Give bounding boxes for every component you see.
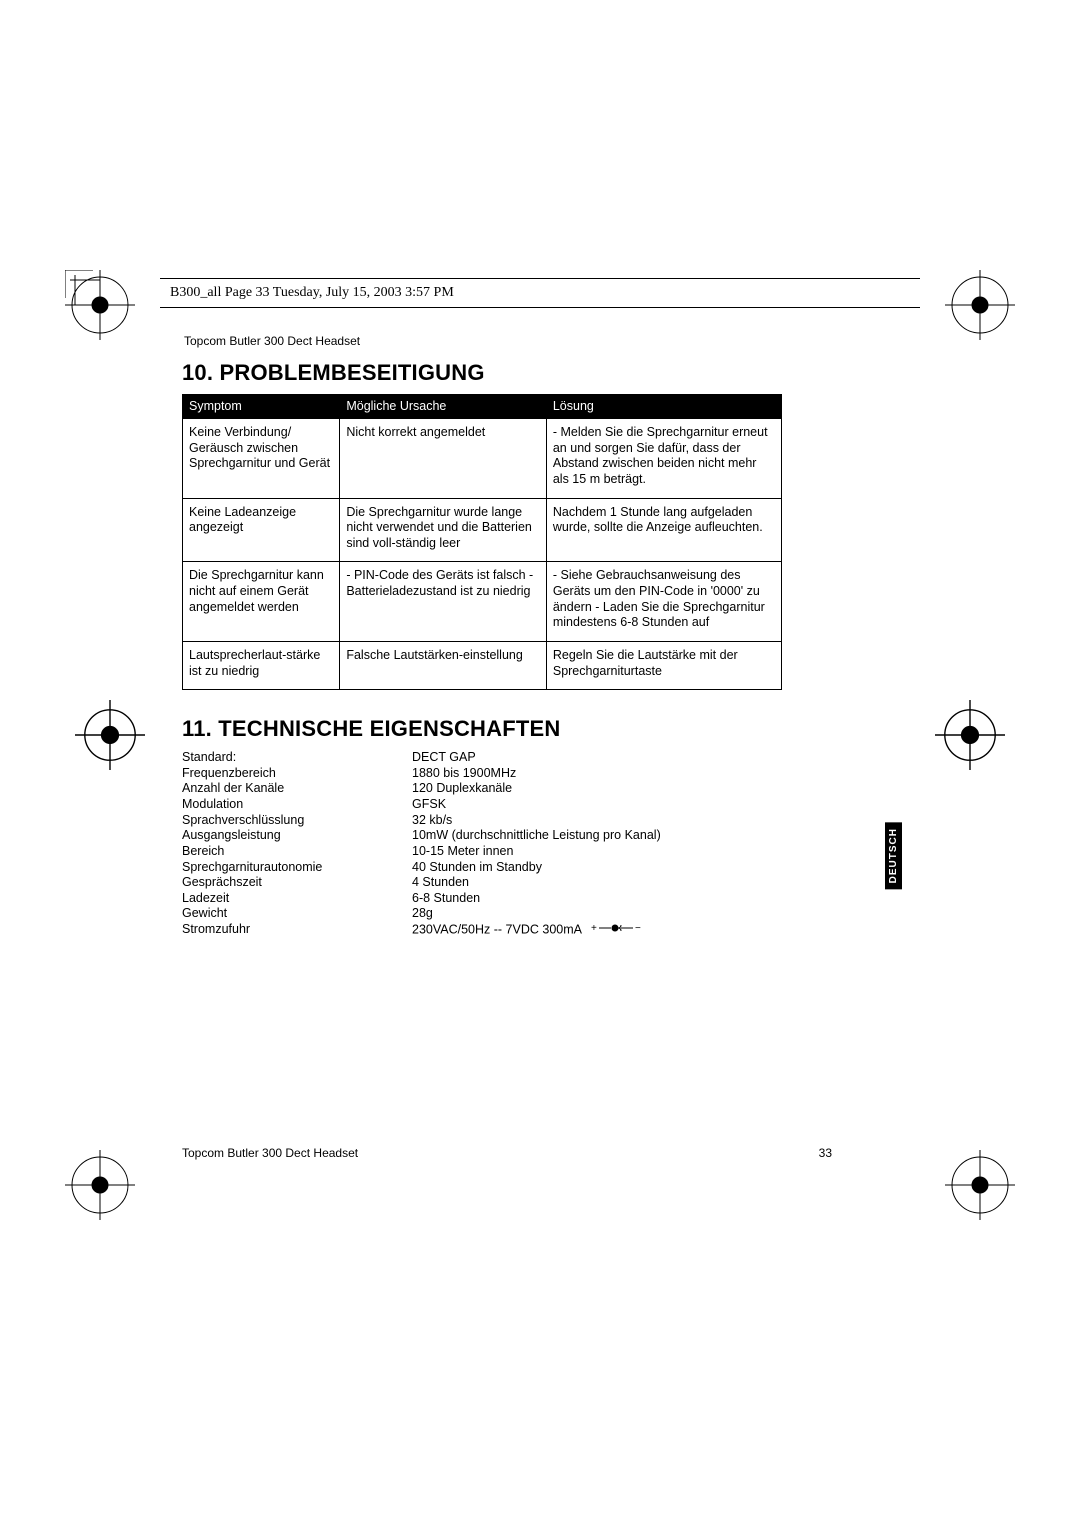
spec-row: Standard:DECT GAP (182, 750, 862, 766)
polarity-icon: + − (591, 922, 641, 939)
spec-row: Ausgangsleistung10mW (durchschnittliche … (182, 828, 862, 844)
spec-row: Anzahl der Kanäle120 Duplexkanäle (182, 781, 862, 797)
spec-power-value: 230VAC/50Hz -- 7VDC 300mA (412, 923, 581, 937)
page: B300_all Page 33 Tuesday, July 15, 2003 … (0, 0, 1080, 1528)
page-meta-text: B300_all Page 33 Tuesday, July 15, 2003 … (170, 285, 454, 301)
footer: Topcom Butler 300 Dect Headset 33 (182, 1146, 832, 1160)
page-meta-header: B300_all Page 33 Tuesday, July 15, 2003 … (160, 278, 920, 308)
spec-row: Gesprächszeit4 Stunden (182, 875, 862, 891)
spec-row: Bereich10-15 Meter innen (182, 844, 862, 860)
svg-text:+: + (591, 923, 597, 934)
cell-cause: - PIN-Code des Geräts ist falsch - Batte… (340, 562, 547, 642)
cropmark-bottom-left (65, 1150, 135, 1220)
cropmark-mid-right (935, 700, 1005, 770)
spec-row: Ladezeit6-8 Stunden (182, 891, 862, 907)
cell-symptom: Keine Verbindung/ Geräusch zwischen Spre… (183, 418, 340, 498)
cell-solution: Nachdem 1 Stunde lang aufgeladen wurde, … (546, 498, 781, 562)
content-area: Topcom Butler 300 Dect Headset 10. PROBL… (182, 334, 862, 939)
spec-list: Standard:DECT GAP Frequenzbereich1880 bi… (182, 750, 862, 939)
cell-symptom: Die Sprechgarnitur kann nicht auf einem … (183, 562, 340, 642)
spec-row: Sprachverschlüsslung32 kb/s (182, 813, 862, 829)
table-row: Lautsprecherlaut-stärke ist zu niedrig F… (183, 641, 782, 689)
cell-cause: Nicht korrekt angemeldet (340, 418, 547, 498)
th-symptom: Symptom (183, 395, 340, 419)
cropmark-bottom-right (945, 1150, 1015, 1220)
cell-solution: - Siehe Gebrauchsanweisung des Geräts um… (546, 562, 781, 642)
cell-symptom: Lautsprecherlaut-stärke ist zu niedrig (183, 641, 340, 689)
cropmark-top-left (65, 270, 135, 340)
cell-cause: Die Sprechgarnitur wurde lange nicht ver… (340, 498, 547, 562)
cropmark-top-right (945, 270, 1015, 340)
spec-row: Frequenzbereich1880 bis 1900MHz (182, 766, 862, 782)
footer-product-label: Topcom Butler 300 Dect Headset (182, 1146, 358, 1160)
spec-row: Sprechgarniturautonomie40 Stunden im Sta… (182, 860, 862, 876)
section-11-title: 11. TECHNISCHE EIGENSCHAFTEN (182, 716, 862, 742)
table-row: Die Sprechgarnitur kann nicht auf einem … (183, 562, 782, 642)
page-number: 33 (819, 1146, 832, 1160)
spec-row: Stromzufuhr 230VAC/50Hz -- 7VDC 300mA + … (182, 922, 862, 939)
cell-solution: Regeln Sie die Lautstärke mit der Sprech… (546, 641, 781, 689)
table-row: Keine Ladeanzeige angezeigt Die Sprechga… (183, 498, 782, 562)
cropmark-mid-left (75, 700, 145, 770)
troubleshoot-table: Symptom Mögliche Ursache Lösung Keine Ve… (182, 394, 782, 690)
cell-cause: Falsche Lautstärken-einstellung (340, 641, 547, 689)
language-tab: DEUTSCH (885, 822, 902, 889)
spec-row: Gewicht28g (182, 906, 862, 922)
product-label-top: Topcom Butler 300 Dect Headset (184, 334, 862, 348)
section-10-title: 10. PROBLEMBESEITIGUNG (182, 360, 862, 386)
th-cause: Mögliche Ursache (340, 395, 547, 419)
cell-symptom: Keine Ladeanzeige angezeigt (183, 498, 340, 562)
spec-row: ModulationGFSK (182, 797, 862, 813)
cell-solution: - Melden Sie die Sprechgarnitur erneut a… (546, 418, 781, 498)
table-row: Keine Verbindung/ Geräusch zwischen Spre… (183, 418, 782, 498)
th-solution: Lösung (546, 395, 781, 419)
svg-text:−: − (635, 923, 641, 934)
